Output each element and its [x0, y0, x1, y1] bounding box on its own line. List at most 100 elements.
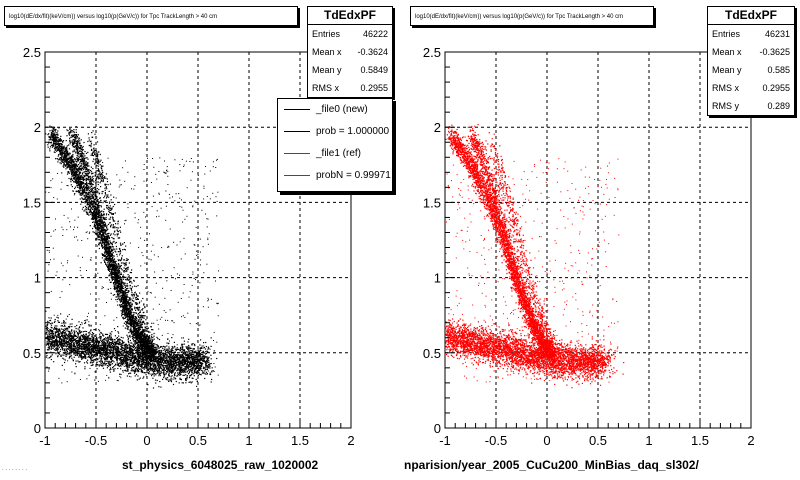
left-scatter-point — [73, 177, 75, 179]
left-scatter-point — [174, 348, 176, 350]
left-scatter-point — [116, 287, 118, 289]
left-scatter-point — [105, 183, 107, 186]
left-scatter-point — [68, 158, 70, 160]
left-scatter-point — [87, 189, 89, 191]
left-scatter-point — [96, 199, 98, 201]
left-scatter-point — [141, 338, 143, 340]
left-scatter-point — [149, 337, 151, 340]
left-scatter-point — [115, 269, 117, 271]
left-scatter-point — [72, 174, 74, 176]
left-scatter-point — [75, 179, 77, 181]
left-scatter-point — [90, 209, 92, 211]
left-scatter-point — [120, 285, 122, 287]
left-scatter-point — [107, 194, 109, 196]
left-scatter-point — [124, 289, 126, 291]
left-scatter-point — [101, 218, 103, 220]
left-scatter-point — [125, 292, 127, 294]
left-scatter-point — [124, 265, 126, 267]
left-scatter-point — [102, 221, 104, 223]
left-scatter-point — [90, 191, 92, 193]
left-scatter-point — [82, 155, 84, 157]
left-scatter-point — [114, 287, 116, 289]
left-scatter-point — [88, 204, 90, 206]
left-scatter-point — [137, 320, 139, 322]
left-scatter-point — [51, 342, 53, 345]
left-scatter-point — [108, 261, 110, 263]
left-scatter-point — [141, 321, 143, 323]
left-scatter-point — [92, 172, 94, 174]
left-scatter-point — [107, 266, 109, 268]
left-scatter-point — [73, 181, 75, 183]
left-scatter-point — [102, 239, 104, 241]
left-scatter-point — [120, 287, 122, 289]
left-scatter-point — [59, 144, 61, 146]
left-scatter-point — [90, 203, 92, 205]
left-scatter-point — [110, 249, 113, 251]
left-scatter-point — [137, 313, 140, 315]
left-scatter-point — [117, 251, 119, 253]
left-scatter-point — [116, 272, 118, 274]
left-scatter-point — [53, 129, 55, 131]
left-scatter-point — [90, 144, 92, 146]
left-scatter-point — [112, 237, 114, 240]
left-scatter-point — [103, 177, 105, 179]
left-scatter-point — [95, 202, 97, 205]
left-scatter-point — [124, 345, 126, 348]
left-scatter-point — [116, 227, 118, 229]
left-scatter-point — [147, 335, 149, 338]
left-scatter-point — [107, 262, 109, 264]
left-scatter-point — [106, 213, 108, 215]
left-scatter-point — [96, 213, 98, 215]
left-scatter-point — [55, 138, 57, 140]
left-scatter-point — [85, 208, 87, 210]
left-scatter-point — [121, 258, 123, 260]
left-scatter-point — [118, 291, 120, 293]
left-scatter-point — [142, 322, 144, 324]
left-scatter-point — [54, 143, 56, 145]
left-scatter-point — [54, 140, 56, 142]
left-scatter-point — [59, 146, 61, 148]
left-scatter-point — [144, 328, 146, 330]
left-scatter-point — [107, 268, 109, 271]
left-scatter-point — [109, 201, 111, 203]
left-scatter-point — [85, 166, 87, 168]
left-scatter-point — [140, 326, 142, 328]
left-scatter-point — [67, 150, 69, 152]
left-scatter-point — [111, 209, 113, 211]
left-scatter-point — [108, 232, 110, 234]
left-scatter-point — [100, 262, 102, 264]
left-scatter-point — [79, 179, 81, 181]
left-scatter-point — [108, 207, 110, 209]
left-scatter-point — [135, 323, 137, 325]
left-scatter-point — [125, 304, 127, 306]
left-scatter-point — [138, 351, 140, 353]
left-scatter-point — [112, 264, 114, 266]
left-scatter-point — [90, 357, 93, 359]
left-scatter-point — [120, 259, 122, 261]
left-scatter-point — [117, 268, 119, 270]
left-scatter-point — [148, 330, 150, 332]
left-scatter-point — [90, 140, 92, 142]
left-scatter-point — [131, 323, 133, 325]
left-scatter-point — [73, 160, 75, 162]
left-scatter-point — [117, 282, 119, 284]
left-scatter-point — [110, 243, 112, 245]
left-scatter-point — [117, 263, 119, 265]
left-scatter-point — [117, 221, 119, 223]
left-scatter-point — [96, 237, 98, 239]
left-scatter-point — [100, 175, 102, 177]
left-scatter-point — [110, 199, 112, 201]
left-scatter-point — [91, 359, 93, 362]
left-scatter-point — [112, 266, 114, 268]
left-scatter-point — [114, 287, 116, 289]
left-scatter-point — [105, 262, 107, 264]
left-scatter-point — [127, 276, 129, 278]
left-scatter-point — [87, 171, 89, 173]
left-scatter-point — [108, 214, 110, 216]
left-scatter-point — [58, 148, 60, 150]
left-scatter-point — [104, 218, 106, 220]
left-scatter-point — [132, 321, 134, 323]
left-scatter-point — [114, 267, 116, 269]
left-scatter-point — [65, 148, 67, 150]
left-scatter-point — [84, 155, 86, 157]
